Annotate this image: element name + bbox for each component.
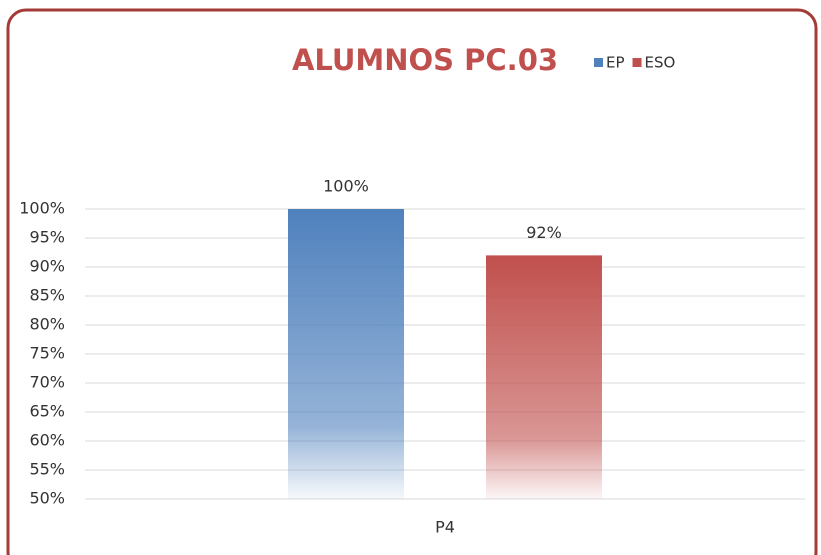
y-tick-label: 60% <box>29 431 65 450</box>
data-label: 100% <box>323 177 369 196</box>
legend-label: ESO <box>645 54 676 72</box>
y-tick-label: 55% <box>29 460 65 479</box>
x-tick-label: P4 <box>435 518 455 537</box>
legend-label: EP <box>606 54 625 72</box>
legend-swatch <box>632 58 642 67</box>
y-tick-label: 80% <box>29 315 65 334</box>
data-label: 92% <box>526 223 562 242</box>
y-tick-label: 50% <box>29 489 65 508</box>
y-tick-label: 100% <box>19 199 65 218</box>
y-tick-label: 70% <box>29 373 65 392</box>
y-tick-label: 65% <box>29 402 65 421</box>
y-tick-label: 90% <box>29 257 65 276</box>
y-tick-label: 95% <box>29 228 65 247</box>
legend-swatch <box>594 58 603 67</box>
chart-title: ALUMNOS PC.03 <box>292 43 558 77</box>
bar <box>486 255 602 499</box>
bar <box>288 209 404 499</box>
y-tick-label: 75% <box>29 344 65 363</box>
y-tick-label: 85% <box>29 286 65 305</box>
chart-border <box>6 8 818 555</box>
